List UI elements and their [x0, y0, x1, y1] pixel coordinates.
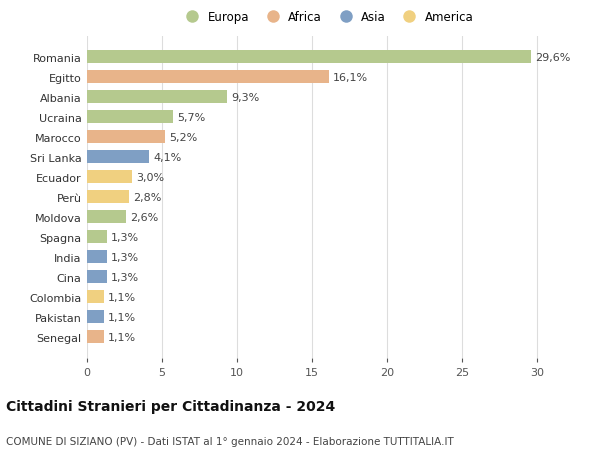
Text: 5,2%: 5,2% [170, 133, 198, 143]
Text: 1,3%: 1,3% [111, 272, 139, 282]
Bar [87, 271, 107, 284]
Text: 3,0%: 3,0% [137, 173, 164, 182]
Bar [87, 71, 329, 84]
Bar [87, 171, 132, 184]
Text: Cittadini Stranieri per Cittadinanza - 2024: Cittadini Stranieri per Cittadinanza - 2… [6, 399, 335, 413]
Text: 1,1%: 1,1% [108, 292, 136, 302]
Bar [87, 231, 107, 244]
Bar [87, 251, 107, 263]
Text: 2,8%: 2,8% [133, 192, 162, 202]
Text: 4,1%: 4,1% [153, 152, 181, 162]
Text: 29,6%: 29,6% [536, 53, 571, 63]
Bar [87, 311, 104, 324]
Text: COMUNE DI SIZIANO (PV) - Dati ISTAT al 1° gennaio 2024 - Elaborazione TUTTITALIA: COMUNE DI SIZIANO (PV) - Dati ISTAT al 1… [6, 436, 454, 446]
Bar [87, 131, 165, 144]
Text: 1,3%: 1,3% [111, 252, 139, 262]
Text: 1,3%: 1,3% [111, 232, 139, 242]
Bar [87, 211, 126, 224]
Text: 9,3%: 9,3% [231, 93, 259, 103]
Bar [87, 111, 173, 124]
Text: 5,7%: 5,7% [177, 112, 205, 123]
Bar [87, 191, 129, 204]
Text: 1,1%: 1,1% [108, 332, 136, 342]
Text: 1,1%: 1,1% [108, 312, 136, 322]
Bar [87, 330, 104, 343]
Bar [87, 91, 227, 104]
Text: 2,6%: 2,6% [131, 213, 159, 222]
Bar [87, 291, 104, 303]
Bar [87, 151, 149, 164]
Legend: Europa, Africa, Asia, America: Europa, Africa, Asia, America [181, 11, 473, 24]
Bar [87, 51, 531, 64]
Text: 16,1%: 16,1% [333, 73, 368, 83]
